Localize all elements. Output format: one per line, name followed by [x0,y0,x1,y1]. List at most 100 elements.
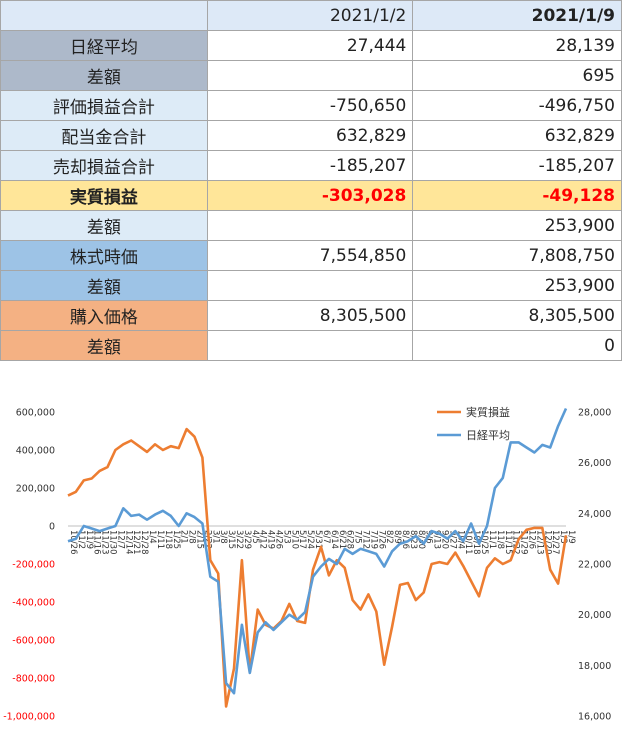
y-right-tick-label: 16,000 [578,712,611,723]
x-tick-label: 12/28 [139,530,149,555]
y-left-tick-label: -800,000 [12,674,55,685]
row-label: 購入価格 [0,300,208,331]
x-tick-label: 7/19 [368,530,378,549]
x-tick-label: 2/1 [179,530,189,544]
row-value-2: 28,139 [412,30,622,61]
row-value-2: 7,808,750 [412,240,622,271]
x-tick-label: 11/23 [100,530,110,555]
row-label: 売却損益合計 [0,150,208,181]
x-tick-label: 3/15 [226,530,236,549]
x-tick-label: 4/12 [258,530,268,549]
row-value-2: 695 [412,60,622,91]
header-date-2: 2021/1/9 [412,0,622,31]
x-tick-label: 12/7 [115,530,125,549]
y-left-tick-label: -1,000,000 [3,712,55,723]
y-left-tick-label: -200,000 [12,560,55,571]
y-left-tick-label: 0 [49,522,55,533]
x-tick-label: 4/19 [266,530,276,549]
x-tick-label: 9/20 [440,530,450,549]
x-tick-label: 4/26 [274,530,284,549]
x-tick-label: 11/29 [519,530,529,555]
x-tick-label: 5/24 [305,530,315,549]
table-row: 株式時価 7,554,850 7,808,750 [0,240,622,271]
y-left-tick-label: 200,000 [16,484,55,495]
x-tick-label: 2/8 [187,530,197,544]
header-corner [0,0,208,31]
row-value-2: 632,829 [412,120,622,151]
x-tick-label: 2/15 [194,530,204,549]
x-tick-label: 11/22 [511,530,521,555]
chart: 600,000 400,000 200,000 0 -200,000 -400,000 -6… [3,405,611,723]
series-line-2 [67,407,568,695]
x-tick-label: 1/18 [163,530,173,549]
x-tick-label: 8/23 [408,530,418,549]
x-tick-label: 5/10 [289,530,299,549]
x-tick-label: 10/11 [463,530,473,555]
x-tick-label: 11/9 [84,530,94,549]
series-line-1 [67,427,568,708]
row-value-2: -496,750 [412,90,622,121]
row-label: 株式時価 [0,240,208,271]
x-tick-label: 6/7 [321,530,331,544]
table-row: 差額 253,900 [0,270,622,301]
x-tick-label: 1/25 [171,530,181,549]
x-tick-label: 11/1 [487,530,497,549]
x-tick-label: 12/21 [131,530,141,555]
x-tick-label: 3/29 [242,530,252,549]
row-value-1 [206,60,414,91]
row-label: 配当金合計 [0,120,208,151]
table-row: 評価損益合計 -750,650 -496,750 [0,90,622,121]
x-tick-label: 4/5 [250,530,260,544]
x-tick-label: 12/14 [123,530,133,555]
row-value-1: 632,829 [206,120,414,151]
x-tick-label: 7/26 [376,530,386,549]
x-tick-label: 8/2 [384,530,394,544]
row-value-1: 7,554,850 [206,240,414,271]
x-tick-label: 3/1 [210,530,220,544]
x-tick-label: 11/15 [503,530,513,555]
x-tick-label: 8/16 [400,530,410,549]
table-row: 売却損益合計 -185,207 -185,207 [0,150,622,181]
x-tick-label: 10/26 [68,530,78,555]
x-tick-label: 1/11 [155,530,165,549]
x-tick-label: 7/12 [360,530,370,549]
row-label: 差額 [0,60,208,91]
y-left-tick-label: 400,000 [16,446,55,457]
row-value-2: 253,900 [412,210,622,241]
row-value-1 [206,210,414,241]
header-date-1: 2021/1/2 [206,0,414,31]
x-tick-label: 9/13 [432,530,442,549]
y-right-tick-label: 28,000 [578,408,611,419]
x-tick-label: 5/17 [297,530,307,549]
y-left-tick-label: 600,000 [16,408,55,419]
row-value-1: -185,207 [206,150,414,181]
row-value-1: -750,650 [206,90,414,121]
row-value-1: 27,444 [206,30,414,61]
y-right-tick-label: 20,000 [578,610,611,621]
header-row: 2021/1/2 2021/1/9 [0,0,622,31]
x-tick-label: 1/9 [566,530,576,544]
x-tick-label: 9/27 [447,530,457,549]
legend-label-2: 日経平均 [466,429,510,442]
y-right-tick-label: 24,000 [578,509,611,520]
table-row: 差額 0 [0,330,622,361]
x-tick-label: 6/21 [337,530,347,549]
row-value-2: 0 [412,330,622,361]
x-tick-label: 12/13 [534,530,544,555]
x-tick-label: 8/9 [392,530,402,544]
row-value-1 [206,330,414,361]
x-tick-label: 10/25 [479,530,489,555]
row-value-2: 253,900 [412,270,622,301]
table-row: 日経平均 27,444 28,139 [0,30,622,61]
x-tick-label: 12/6 [526,530,536,549]
table-row: 差額 695 [0,60,622,91]
row-label: 差額 [0,270,208,301]
table-row: 差額 253,900 [0,210,622,241]
x-tick-label: 3/22 [234,530,244,549]
x-tick-label: 6/14 [329,530,339,549]
x-tick-label: 1/3 [558,530,568,544]
row-value-1: -303,028 [206,180,414,211]
x-tick-label: 12/27 [550,530,560,555]
summary-table: 2021/1/2 2021/1/9 日経平均 27,444 28,139 差額 695 評… [0,0,622,361]
y-right-tick-label: 26,000 [578,458,611,469]
